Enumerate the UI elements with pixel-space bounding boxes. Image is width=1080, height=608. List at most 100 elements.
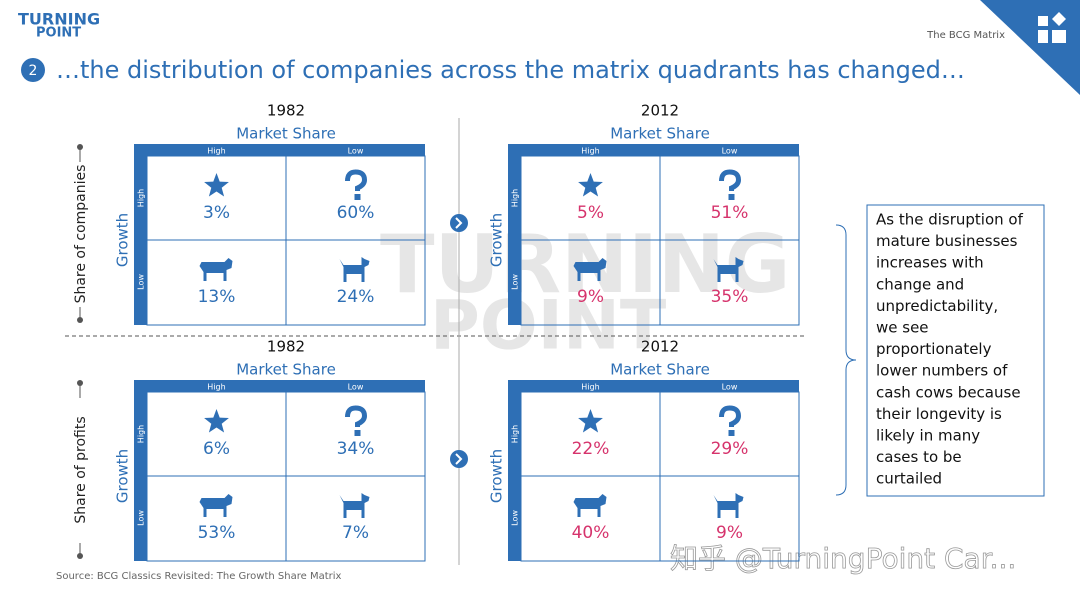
slide-title: …the distribution of companies across th… [56, 56, 965, 84]
quadrant-value: 53% [198, 523, 236, 543]
callout-line: cash cows because [876, 383, 1021, 401]
side-dot [77, 317, 83, 323]
quadrant-value: 3% [203, 203, 230, 223]
row-label: High [511, 425, 520, 443]
callout-line: change and [876, 275, 964, 293]
quadrant-value: 5% [577, 203, 604, 223]
callout-line: likely in many [876, 427, 980, 445]
callout-line: lower numbers of [876, 362, 1008, 380]
logo-line-1: TURNING [18, 10, 100, 29]
col-label: High [581, 147, 599, 156]
question-dot [354, 194, 361, 200]
callout-line: unpredictability, [876, 297, 998, 315]
col-label: Low [722, 147, 738, 156]
cow-icon [573, 258, 607, 281]
matrix: 1982 Market Share Growth High Low High Low 3% 60… [114, 102, 426, 326]
question-icon [719, 169, 742, 191]
row-axis: Growth [488, 449, 506, 503]
callout-line: increases with [876, 254, 984, 272]
quadrant-value: 7% [342, 523, 369, 543]
col-label: Low [722, 383, 738, 392]
matrix: 2012 Market Share Growth High Low High Low 5% 51… [488, 102, 800, 326]
question-icon [719, 405, 742, 427]
quadrant-value: 35% [711, 287, 749, 307]
row-label: High [137, 425, 146, 443]
callout-line: curtailed [876, 470, 942, 488]
axis-label: Market Share [236, 125, 336, 143]
matrix: 1982 Market Share Growth High Low High Low 6% 34… [114, 338, 426, 562]
arrow-circle [450, 450, 468, 468]
row-label: Low [511, 510, 520, 526]
header-bar [134, 144, 425, 156]
quadrant-value: 9% [577, 287, 604, 307]
overlay-watermark: 知乎 @TurningPoint Car... [670, 542, 1016, 575]
col-label: High [207, 147, 225, 156]
quadrant-value: 6% [203, 439, 230, 459]
quadrant-value: 51% [711, 203, 749, 223]
row-label: High [137, 189, 146, 207]
side-dot [77, 144, 83, 150]
star-icon [578, 173, 603, 197]
side-bar [134, 144, 147, 325]
star-icon [204, 409, 229, 433]
question-dot [354, 430, 361, 436]
corner-triangle [980, 0, 1080, 95]
question-icon [345, 405, 368, 427]
dog-icon [713, 257, 744, 282]
side-bar [508, 144, 521, 325]
matrix: 2012 Market Share Growth High Low High Low 22% 2… [488, 338, 800, 562]
question-icon [345, 169, 368, 191]
question-dot [728, 430, 735, 436]
axis-label: Market Share [610, 361, 710, 379]
callout-box [866, 204, 1045, 497]
brace [835, 224, 857, 496]
col-label: Low [348, 383, 364, 392]
side-label: Share of profits [73, 416, 89, 523]
col-label: Low [348, 147, 364, 156]
axis-label: Market Share [236, 361, 336, 379]
logo-line-2: POINT [36, 26, 81, 41]
section-label: The BCG Matrix [926, 30, 1005, 41]
callout-line: we see [876, 319, 929, 337]
star-icon [578, 409, 603, 433]
year: 2012 [641, 102, 679, 120]
callout-line: their longevity is [876, 405, 1002, 423]
source: Source: BCG Classics Revisited: The Grow… [56, 571, 342, 582]
side-dot [77, 553, 83, 559]
watermark-logo-2: POINT [430, 287, 667, 366]
row-axis: Growth [114, 213, 132, 267]
row-label: High [511, 189, 520, 207]
arrow-chevron [455, 453, 463, 465]
quadrant-value: 29% [711, 439, 749, 459]
quadrant-value: 13% [198, 287, 236, 307]
col-label: High [581, 383, 599, 392]
callout-line: mature businesses [876, 232, 1018, 250]
callout-line: As the disruption of [876, 211, 1024, 229]
cow-icon [573, 494, 607, 517]
step-number: 2 [29, 63, 38, 79]
header-bar [508, 144, 799, 156]
side-dot [77, 380, 83, 386]
col-label: High [207, 383, 225, 392]
cow-icon [199, 494, 233, 517]
row-axis: Growth [488, 213, 506, 267]
year: 1982 [267, 338, 305, 356]
quadrant-value: 34% [337, 439, 375, 459]
year: 1982 [267, 102, 305, 120]
side-label-bg [72, 162, 88, 307]
callout-line: proportionately [876, 340, 992, 358]
dog-icon [339, 257, 370, 282]
corner-icon [1038, 12, 1066, 43]
side-bar [134, 380, 147, 561]
year: 2012 [641, 338, 679, 356]
question-dot [728, 194, 735, 200]
quadrant-value: 22% [572, 439, 610, 459]
star-icon [204, 173, 229, 197]
axis-label: Market Share [610, 125, 710, 143]
row-axis: Growth [114, 449, 132, 503]
row-label: Low [511, 274, 520, 290]
arrow-chevron [455, 217, 463, 229]
row-label: Low [137, 274, 146, 290]
